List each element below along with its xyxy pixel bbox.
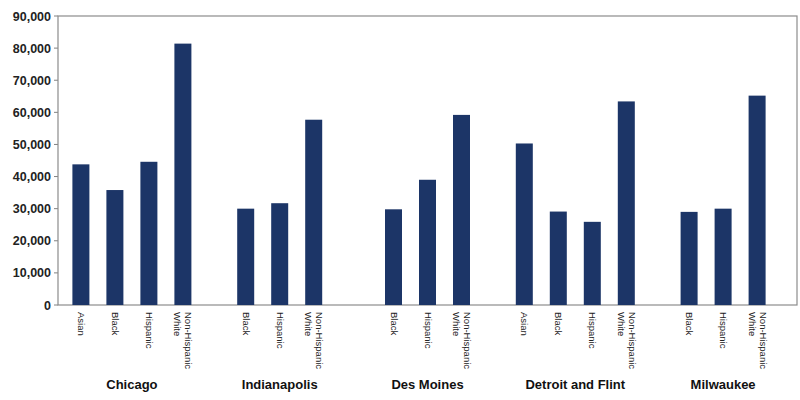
category-label: Black xyxy=(553,312,564,335)
category-label: Non-HispanicWhite xyxy=(747,312,769,369)
bar xyxy=(584,222,601,305)
bar xyxy=(681,212,698,305)
bar xyxy=(618,101,635,305)
y-tick-label: 20,000 xyxy=(13,234,51,248)
y-tick-label: 30,000 xyxy=(13,202,51,216)
bars xyxy=(72,44,765,305)
bar xyxy=(237,209,254,305)
bar xyxy=(550,212,567,305)
bar xyxy=(715,209,732,305)
bar xyxy=(385,209,402,305)
bar xyxy=(174,44,191,305)
group-label: Indianapolis xyxy=(242,377,318,392)
y-tick-label: 80,000 xyxy=(13,42,51,56)
category-label: Asian xyxy=(519,312,530,336)
bar xyxy=(140,162,157,305)
bar xyxy=(305,120,322,305)
bar xyxy=(72,164,89,305)
y-tick-label: 90,000 xyxy=(13,10,51,24)
group-label: Milwaukee xyxy=(691,377,756,392)
category-label: Hispanic xyxy=(587,312,598,349)
plot-frame xyxy=(58,16,797,305)
bar xyxy=(419,180,436,305)
category-label: Non-HispanicWhite xyxy=(303,312,325,369)
labels: Asian Black Hispanic Non-HispanicWhite Chica… xyxy=(76,312,769,392)
category-label: Hispanic xyxy=(718,312,729,349)
category-label: Non-HispanicWhite xyxy=(616,312,638,369)
y-tick-label: 40,000 xyxy=(13,170,51,184)
bar xyxy=(516,143,533,305)
chart: 0 10,000 20,000 30,000 40,000 50,000 60,000 70,… xyxy=(0,0,800,400)
category-label: Hispanic xyxy=(275,312,286,349)
category-label: Hispanic xyxy=(423,312,434,349)
y-tick-label: 60,000 xyxy=(13,106,51,120)
y-tick-label: 70,000 xyxy=(13,74,51,88)
category-label: Black xyxy=(241,312,252,335)
group-label: Detroit and Flint xyxy=(525,377,625,392)
category-label: Black xyxy=(684,312,695,335)
group-label: Chicago xyxy=(106,377,157,392)
category-label: Non-HispanicWhite xyxy=(451,312,473,369)
category-label: Asian xyxy=(76,312,87,336)
bar xyxy=(271,203,288,305)
category-label: Hispanic xyxy=(144,312,155,349)
y-tick-label: 0 xyxy=(44,299,51,313)
bar xyxy=(453,115,470,305)
bar xyxy=(749,96,766,305)
category-label: Black xyxy=(389,312,400,335)
y-tick-label: 10,000 xyxy=(13,266,51,280)
category-label: Non-HispanicWhite xyxy=(172,312,194,369)
category-label: Black xyxy=(110,312,121,335)
bar xyxy=(106,190,123,305)
y-tick-label: 50,000 xyxy=(13,138,51,152)
group-label: Des Moines xyxy=(391,377,463,392)
